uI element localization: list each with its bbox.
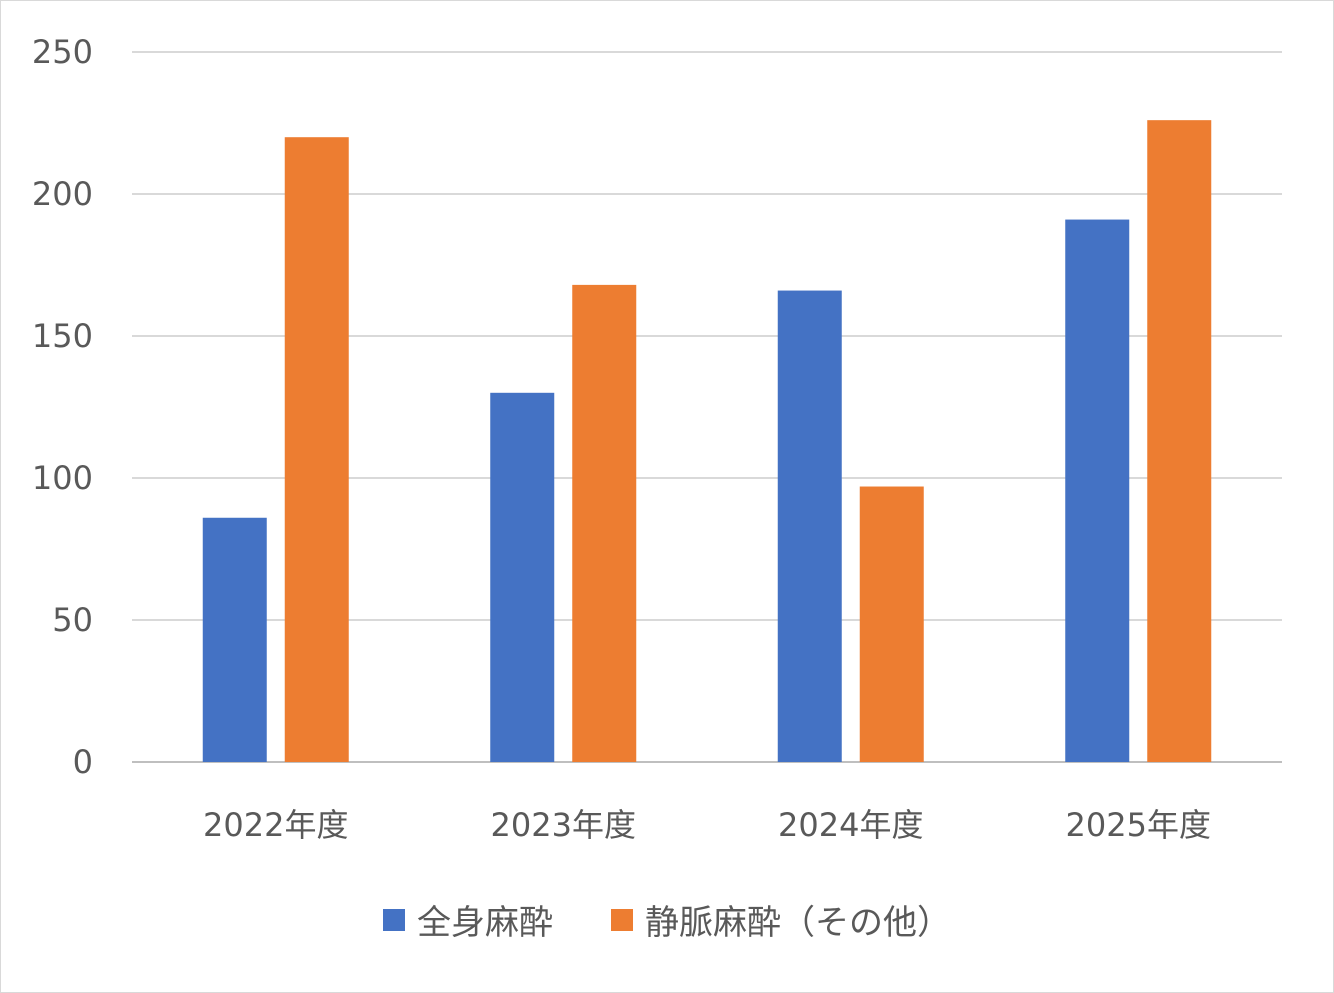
x-tick-label: 2023年度 (491, 806, 636, 844)
bar-series-1-2023年度 (572, 284, 637, 762)
y-tick-label: 250 (32, 33, 93, 71)
legend-label: 全身麻酔 (417, 903, 553, 943)
y-tick-label: 150 (32, 317, 93, 355)
bar-series-1-2025年度 (1147, 120, 1212, 762)
y-tick-label: 0 (73, 743, 93, 781)
y-tick-label: 200 (32, 175, 93, 213)
x-tick-label: 2022年度 (203, 806, 348, 844)
x-tick-label: 2024年度 (778, 806, 923, 844)
legend-swatch (383, 908, 405, 931)
y-tick-label: 50 (52, 601, 93, 639)
bar-series-0-2025年度 (1065, 219, 1130, 762)
bar-series-1-2022年度 (284, 137, 349, 762)
legend-item: 静脈麻酔（その他） (611, 895, 951, 944)
bar-series-0-2023年度 (490, 392, 555, 762)
bar-series-0-2022年度 (202, 517, 267, 762)
bar-series-1-2024年度 (859, 486, 924, 762)
y-axis-ticks: 0 50 100 150 200 250 (32, 33, 93, 781)
legend: 全身麻酔 静脈麻酔（その他） (0, 895, 1334, 944)
y-tick-label: 100 (32, 459, 93, 497)
bar-series-0-2024年度 (777, 290, 842, 762)
bars (202, 120, 1212, 762)
x-tick-label: 2025年度 (1066, 806, 1211, 844)
legend-label: 静脈麻酔（その他） (645, 903, 951, 943)
legend-swatch (611, 908, 633, 931)
legend-item: 全身麻酔 (383, 895, 553, 944)
x-axis-ticks: 2022年度 2023年度 2024年度 2025年度 (203, 806, 1211, 844)
